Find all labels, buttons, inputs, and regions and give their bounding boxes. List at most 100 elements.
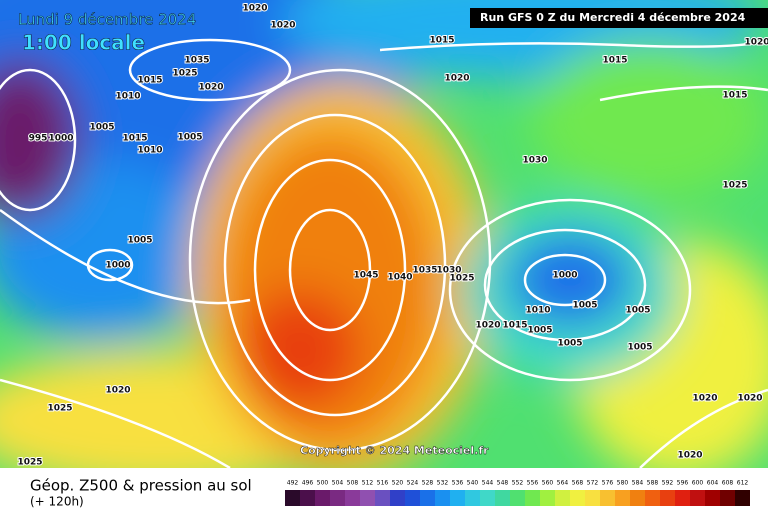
colorbar-swatch: [615, 490, 630, 506]
isobar-label: 1030: [436, 266, 461, 276]
colorbar-swatch: [495, 490, 510, 506]
colorbar-swatch: [645, 490, 660, 506]
colorbar-label: 596: [677, 480, 689, 487]
isobar-label: 1005: [527, 326, 552, 336]
colorbar-swatch: [510, 490, 525, 506]
isobar-label: 1020: [198, 83, 223, 93]
isobar-label: 1020: [444, 74, 469, 84]
isobar-label: 1040: [387, 273, 412, 283]
colorbar-label: 536: [452, 480, 464, 487]
colorbar-label: 520: [392, 480, 404, 487]
lead-time: (+ 120h): [30, 495, 84, 509]
isobar-label: 1015: [602, 56, 627, 66]
colorbar-swatch: [480, 490, 495, 506]
isobars: [0, 38, 768, 468]
colorbar-swatch: [555, 490, 570, 506]
isobar-label: 1015: [502, 321, 527, 331]
colorbar-label: 556: [527, 480, 539, 487]
colorbar-swatch: [285, 490, 300, 506]
colorbar-label: 592: [662, 480, 674, 487]
colorbar-swatch: [720, 490, 735, 506]
colorbar-label: 504: [332, 480, 344, 487]
colorbar-label: 576: [602, 480, 614, 487]
colorbar-label: 516: [377, 480, 389, 487]
colorbar-swatch: [540, 490, 555, 506]
footer-title: Géop. Z500 & pression au sol: [30, 477, 252, 495]
isobar-label: 1000: [105, 261, 130, 271]
colorbar-label: 512: [362, 480, 374, 487]
colorbar-label: 496: [302, 480, 314, 487]
isobar-label: 1015: [429, 36, 454, 46]
colorbar-label: 540: [467, 480, 479, 487]
field: [0, 0, 768, 468]
colorbar-swatch: [465, 490, 480, 506]
colorbar-label: 508: [347, 480, 359, 487]
colorbar-label: 604: [707, 480, 719, 487]
colorbar-swatch: [360, 490, 375, 506]
isobar-label: 1025: [722, 181, 747, 191]
colorbar-swatch: [420, 490, 435, 506]
colorbar-label: 548: [497, 480, 509, 487]
colorbar-label: 588: [647, 480, 659, 487]
colorbar-swatch: [435, 490, 450, 506]
isobar-label: 1035: [412, 266, 437, 276]
isobar-label: 1025: [172, 69, 197, 79]
isobar-label: 1020: [475, 321, 500, 331]
isobar-label: 1030: [522, 156, 547, 166]
colorbar-swatch: [375, 490, 390, 506]
isobar-label: 1045: [353, 271, 378, 281]
colorbar-label: 524: [407, 480, 419, 487]
colorbar-swatch: [390, 490, 405, 506]
colorbar-swatch: [735, 490, 750, 506]
isobar-label: 1010: [115, 92, 140, 102]
isobar-label: 1025: [17, 458, 42, 468]
colorbar-label: 584: [632, 480, 644, 487]
isobar-label: 1025: [47, 404, 72, 414]
isobar-label: 1025: [449, 274, 474, 284]
isobar-label: 1005: [625, 306, 650, 316]
colorbar-swatch: [705, 490, 720, 506]
colorbar-swatch: [675, 490, 690, 506]
colorbar-label: 560: [542, 480, 554, 487]
isobar-label: 1005: [177, 133, 202, 143]
colorbar-swatch: [345, 490, 360, 506]
isobar-label: 1020: [270, 21, 295, 31]
isobar-label: 1005: [572, 301, 597, 311]
colorbar-label: 608: [722, 480, 734, 487]
colorbar-swatch: [570, 490, 585, 506]
colorbar-label: 612: [737, 480, 749, 487]
isobar-label: 1020: [737, 394, 762, 404]
isobar-label: 1035: [184, 56, 209, 66]
isobar-label: 1000: [552, 271, 577, 281]
isobar-label: 1020: [677, 451, 702, 461]
colorbar-label: 572: [587, 480, 599, 487]
colorbar-label: 500: [317, 480, 329, 487]
colorbar-label: 552: [512, 480, 524, 487]
local-time: 1:00 locale: [22, 31, 145, 55]
colorbar-swatch: [450, 490, 465, 506]
isobar-label: 1010: [137, 146, 162, 156]
isobar-label: 1020: [242, 4, 267, 14]
colorbar-label: 600: [692, 480, 704, 487]
colorbar-swatch: [330, 490, 345, 506]
colorbar-swatch: [600, 490, 615, 506]
isobar-label: 1015: [122, 134, 147, 144]
isobar-label: 1005: [127, 236, 152, 246]
colorbar-swatch: [525, 490, 540, 506]
isobar-label: 1000: [48, 134, 73, 144]
colorbar-label: 544: [482, 480, 494, 487]
date: Lundi 9 décembre 2024: [18, 11, 196, 29]
colorbar-swatch: [300, 490, 315, 506]
isobar-label: 1020: [105, 386, 130, 396]
colorbar-label: 532: [437, 480, 449, 487]
run-box: [470, 8, 768, 28]
isobar-label: 1005: [89, 123, 114, 133]
isobar-label: 1010: [525, 306, 550, 316]
colorbar-swatch: [630, 490, 645, 506]
colorbar-label: 580: [617, 480, 629, 487]
colorbar-label: 492: [287, 480, 299, 487]
isobar-label: 1005: [557, 339, 582, 349]
colorbar-label: 568: [572, 480, 584, 487]
